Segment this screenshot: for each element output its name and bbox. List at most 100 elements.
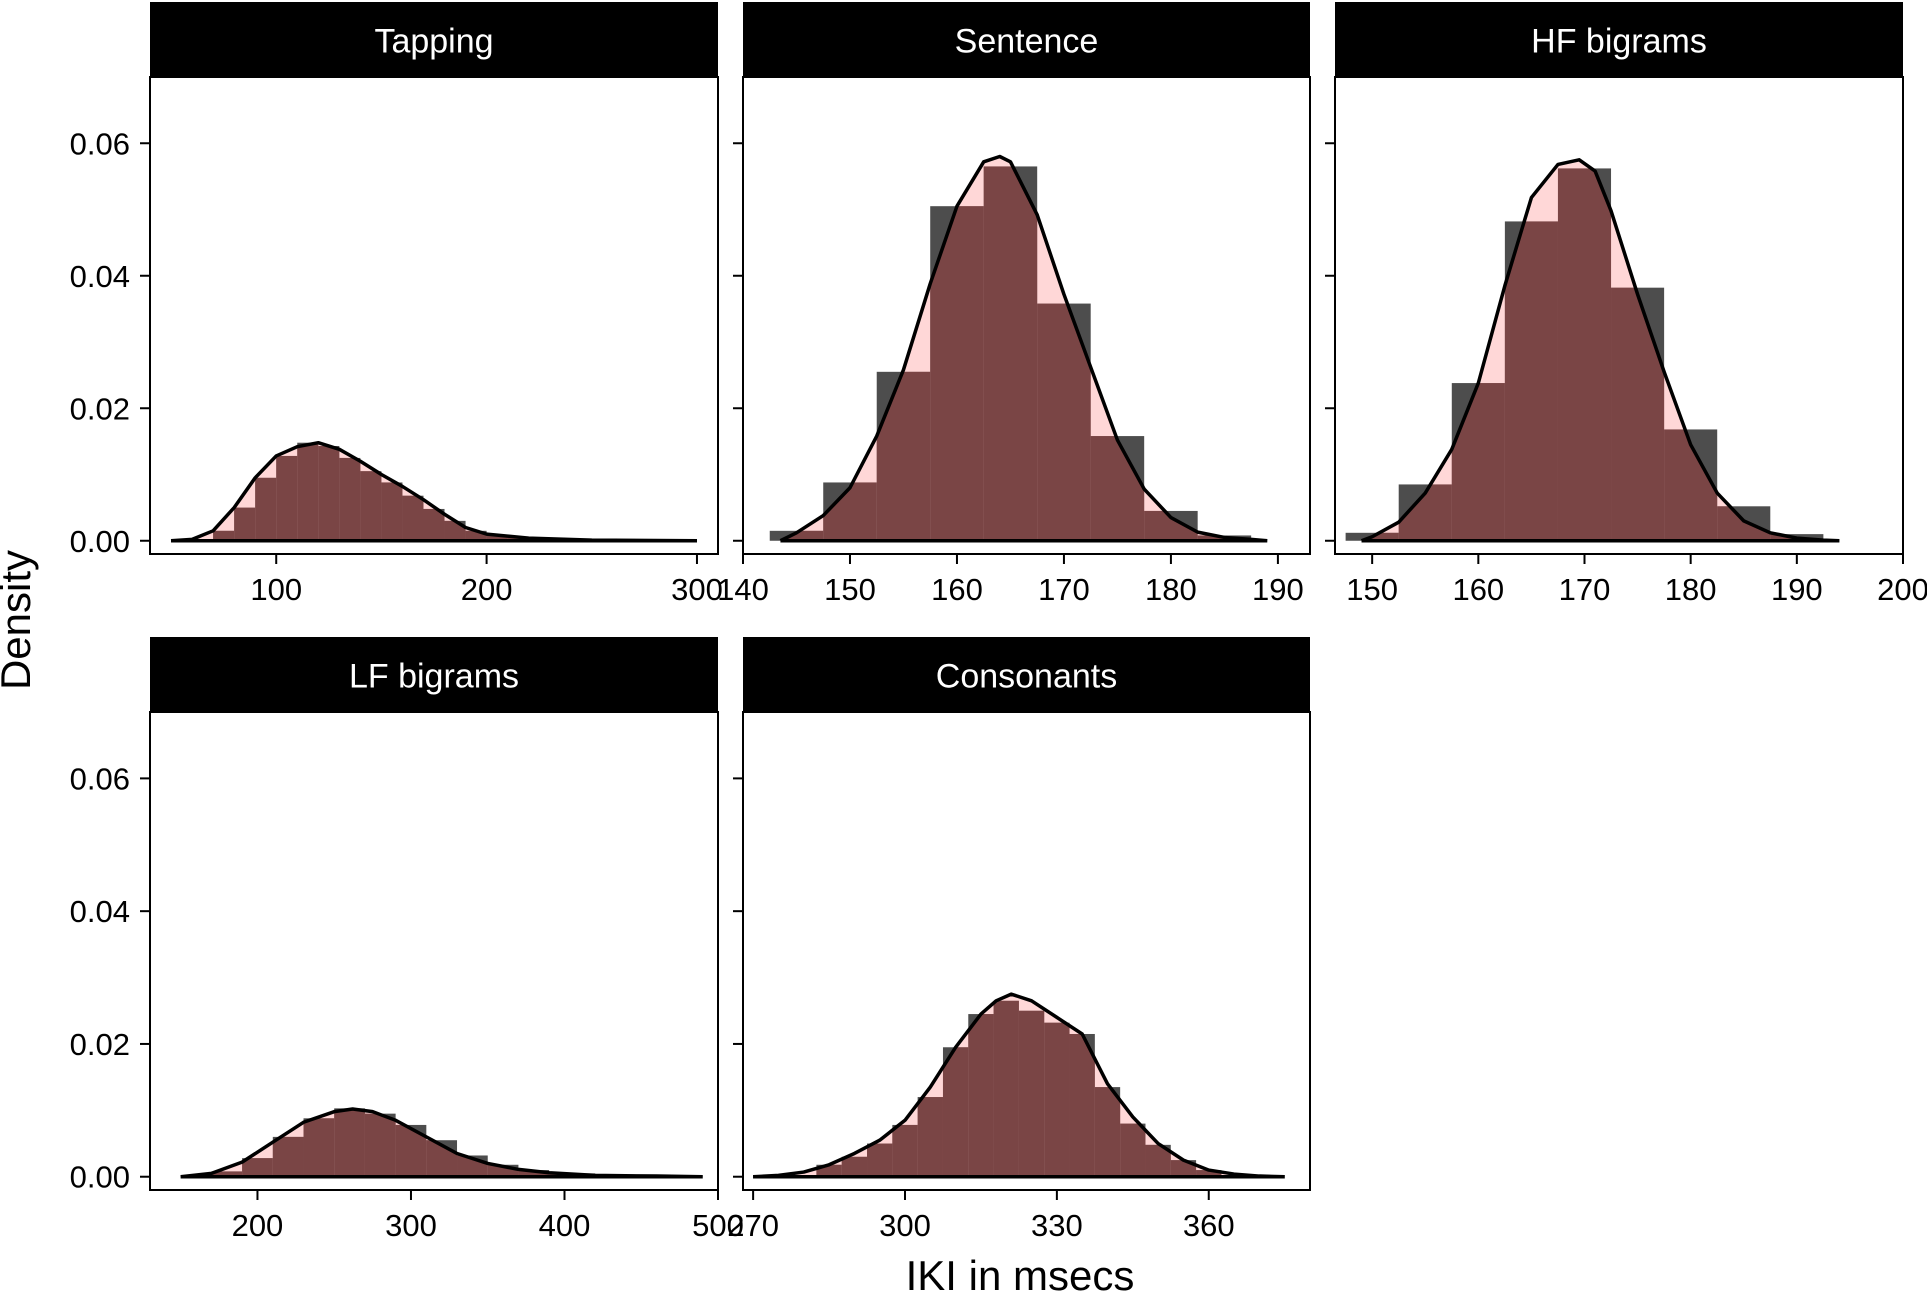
density-line: [1360, 158, 1840, 543]
overlap-bar: [993, 1000, 1019, 1177]
facet-strip: [150, 637, 718, 712]
density-line: [180, 1107, 703, 1179]
x-tick-label: 300: [385, 1208, 437, 1243]
density-line: [753, 992, 1285, 1179]
x-tick-label: 300: [879, 1208, 931, 1243]
overlap-bar: [303, 1118, 335, 1177]
x-tick-label: 270: [727, 1208, 779, 1243]
overlap-bar: [983, 166, 1038, 541]
x-tick-label: 190: [1252, 572, 1304, 607]
overlap-bar: [942, 1047, 969, 1177]
x-tick-label: 500: [692, 1208, 744, 1243]
x-tick-label: 360: [1183, 1208, 1235, 1243]
density-line: [779, 154, 1268, 543]
overlap-group: [180, 1109, 703, 1177]
y-tick-label: 0.06: [70, 126, 130, 161]
overlap-bar: [334, 1109, 365, 1177]
x-tick-label: 190: [1771, 572, 1823, 607]
y-axis-title: Density: [0, 550, 39, 690]
facet-strip: [743, 2, 1310, 77]
overlap-bar: [402, 495, 424, 541]
y-tick-label: 0.06: [70, 761, 130, 796]
y-tick-label: 0.04: [70, 259, 130, 294]
facet-strip: [1335, 2, 1903, 77]
overlap-bar: [1120, 1123, 1146, 1177]
overlap-bar: [841, 1156, 868, 1177]
overlap-bar: [1018, 1010, 1045, 1177]
overlap-group: [780, 166, 1252, 541]
facet-panel-4: Consonants 270 300 330 360: [727, 637, 1311, 1243]
plot-area: [180, 1107, 703, 1179]
overlap-bar: [816, 1164, 842, 1177]
overlap-bar: [234, 507, 256, 541]
overlap-bar: [1044, 1022, 1070, 1177]
panel-border: [742, 76, 1311, 555]
overlap-bar: [465, 530, 487, 541]
overlap-bar: [381, 482, 403, 541]
overlap-bar: [1069, 1033, 1095, 1177]
density-line: [170, 440, 697, 543]
overlap-bar: [242, 1158, 273, 1177]
x-tick-label: 160: [931, 572, 983, 607]
overlap-bar: [1196, 1170, 1222, 1177]
overlap-bar: [867, 1143, 893, 1177]
y-tick-label: 0.00: [70, 524, 130, 559]
overlap-bar: [1504, 221, 1558, 541]
facet-panel-1: Sentence 140 150 160 170 180 190: [717, 2, 1311, 607]
plot-area: [1345, 158, 1840, 543]
facet-panel-2: HF bigrams 150 160 170 180 190 200: [1325, 2, 1927, 607]
overlap-bar: [423, 508, 445, 541]
x-tick-label: 170: [1038, 572, 1090, 607]
panel-border: [1334, 76, 1904, 555]
overlap-group: [816, 1000, 1222, 1177]
x-tick-label: 330: [1031, 1208, 1083, 1243]
facet-panel-0: Tapping 100 200 300 0.00 0.02 0.04 0.06: [70, 2, 723, 607]
x-tick-label: 100: [250, 572, 302, 607]
x-tick-label: 200: [1877, 572, 1927, 607]
facet-strip-label: Sentence: [955, 23, 1099, 61]
facet-strip-label: Tapping: [374, 23, 493, 61]
x-tick-label: 160: [1452, 572, 1504, 607]
overlap-bar: [255, 477, 277, 541]
overlap-bar: [297, 442, 319, 541]
facet-strip-label: Consonants: [936, 658, 1117, 696]
overlap-bar: [211, 1171, 243, 1177]
panel-border: [742, 711, 1311, 1191]
facet-strip: [743, 637, 1310, 712]
overlap-bar: [360, 471, 382, 541]
y-tick-label: 0.04: [70, 894, 130, 929]
x-tick-label: 400: [539, 1208, 591, 1243]
overlap-group: [1361, 168, 1824, 541]
facet-strip-label: LF bigrams: [349, 658, 519, 696]
panel-border: [149, 76, 719, 555]
plot-area: [170, 440, 697, 543]
x-axis-title: IKI in msecs: [906, 1252, 1135, 1295]
overlap-bar: [892, 1124, 918, 1177]
overlap-bar: [276, 455, 298, 541]
x-tick-label: 150: [1346, 572, 1398, 607]
overlap-bar: [318, 446, 340, 541]
x-tick-label: 200: [232, 1208, 284, 1243]
panel-border: [149, 711, 719, 1191]
overlap-bar: [917, 1097, 943, 1177]
x-tick-label: 200: [461, 572, 513, 607]
overlap-bar: [339, 457, 361, 541]
x-tick-label: 300: [671, 572, 723, 607]
overlap-bar: [518, 1170, 550, 1177]
y-tick-label: 0.02: [70, 391, 130, 426]
facet-panel-3: LF bigrams 200 300 400 500 0.00 0.02 0.04 0.06: [70, 637, 744, 1243]
overlap-bar: [486, 535, 508, 541]
x-tick-label: 140: [717, 572, 769, 607]
overlap-bar: [364, 1113, 396, 1177]
plot-area: [769, 154, 1268, 543]
overlap-bar: [968, 1014, 994, 1177]
x-tick-label: 170: [1559, 572, 1611, 607]
overlap-bar: [1361, 532, 1399, 541]
facet-strip: [150, 2, 718, 77]
y-tick-label: 0.02: [70, 1027, 130, 1062]
x-tick-label: 150: [824, 572, 876, 607]
overlap-group: [192, 442, 697, 541]
overlap-bar: [1094, 1087, 1121, 1177]
plot-area: [753, 992, 1285, 1179]
overlap-bar: [780, 530, 824, 541]
